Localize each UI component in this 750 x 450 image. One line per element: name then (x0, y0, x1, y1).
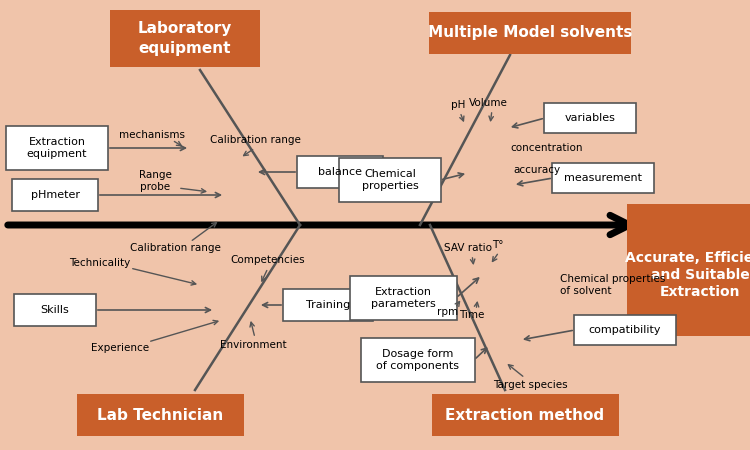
FancyBboxPatch shape (283, 289, 373, 321)
Text: concentration: concentration (510, 143, 583, 153)
Text: Experience: Experience (91, 343, 149, 353)
Text: measurement: measurement (564, 173, 642, 183)
FancyBboxPatch shape (626, 204, 750, 336)
Text: Chemical properties
of solvent: Chemical properties of solvent (560, 274, 665, 296)
Text: T°: T° (492, 240, 504, 250)
Text: Extraction method: Extraction method (446, 408, 604, 423)
FancyBboxPatch shape (544, 103, 636, 133)
Text: compatibility: compatibility (589, 325, 662, 335)
FancyBboxPatch shape (361, 338, 475, 382)
Text: Range
probe: Range probe (139, 170, 172, 192)
Text: pHmeter: pHmeter (31, 190, 80, 200)
FancyBboxPatch shape (429, 12, 631, 54)
Text: pH: pH (451, 100, 465, 110)
Text: Environment: Environment (220, 340, 286, 350)
Text: Lab Technician: Lab Technician (97, 408, 224, 423)
FancyBboxPatch shape (76, 394, 244, 436)
Text: Time: Time (459, 310, 484, 320)
FancyBboxPatch shape (339, 158, 441, 202)
FancyBboxPatch shape (297, 156, 383, 188)
Text: Chemical
properties: Chemical properties (362, 169, 419, 191)
Text: rpm: rpm (437, 307, 458, 317)
Text: Calibration range: Calibration range (130, 243, 220, 253)
Text: Multiple Model solvents: Multiple Model solvents (427, 26, 632, 40)
Text: balance: balance (318, 167, 362, 177)
Text: Laboratory: Laboratory (138, 21, 232, 36)
Text: Competencies: Competencies (231, 255, 305, 265)
Text: Target species: Target species (493, 380, 567, 390)
Text: Extraction: Extraction (660, 285, 740, 299)
Text: Extraction
parameters: Extraction parameters (370, 287, 435, 309)
FancyBboxPatch shape (574, 315, 676, 345)
Text: and Suitable: and Suitable (650, 268, 749, 282)
FancyBboxPatch shape (6, 126, 108, 170)
Text: Training: Training (306, 300, 350, 310)
FancyBboxPatch shape (431, 394, 619, 436)
Text: Extraction
equipment: Extraction equipment (27, 137, 87, 159)
Text: Dosage form
of components: Dosage form of components (376, 349, 460, 371)
Text: equipment: equipment (139, 40, 231, 55)
FancyBboxPatch shape (12, 179, 98, 211)
Text: accuracy: accuracy (513, 165, 560, 175)
Text: Skills: Skills (40, 305, 69, 315)
Text: Calibration range: Calibration range (209, 135, 301, 145)
FancyBboxPatch shape (110, 9, 260, 67)
FancyBboxPatch shape (552, 163, 654, 193)
FancyBboxPatch shape (14, 294, 96, 326)
Text: mechanisms: mechanisms (119, 130, 185, 140)
Text: variables: variables (565, 113, 616, 123)
Text: Volume: Volume (469, 98, 508, 108)
FancyBboxPatch shape (350, 276, 457, 320)
Text: Accurate, Efficient,: Accurate, Efficient, (625, 251, 750, 265)
Text: Technicality: Technicality (69, 258, 130, 268)
Text: SAV ratio: SAV ratio (444, 243, 492, 253)
